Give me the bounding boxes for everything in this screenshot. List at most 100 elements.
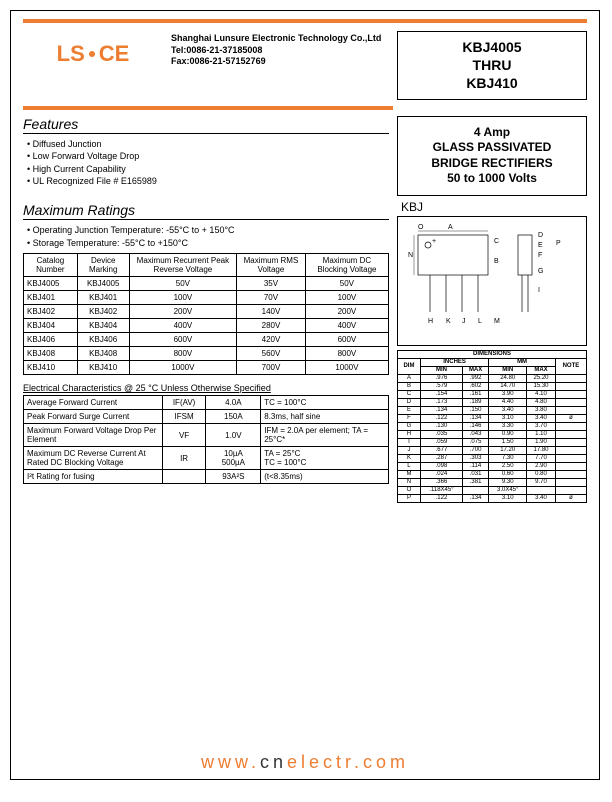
ratings-cell: 100V bbox=[305, 291, 388, 305]
feature-item: UL Recognized File # E165989 bbox=[27, 175, 389, 188]
dim-cell bbox=[555, 478, 586, 486]
dim-cell: .134 bbox=[462, 494, 488, 502]
dimensions-table: DIMENSIONSDIMINCHESMMNOTEMINMAXMINMAXA.9… bbox=[397, 350, 587, 503]
ec-param: Maximum Forward Voltage Drop Per Element bbox=[24, 424, 163, 447]
dim-cell: .146 bbox=[462, 422, 488, 430]
dim-cell: G bbox=[398, 422, 421, 430]
dim-cell bbox=[555, 382, 586, 390]
table-row: H.035.0430.901.10 bbox=[398, 430, 587, 438]
ec-condition: (t<8.35ms) bbox=[261, 470, 389, 484]
ratings-cell: 420V bbox=[237, 333, 306, 347]
ratings-header: Maximum Recurrent Peak Reverse Voltage bbox=[129, 254, 236, 277]
ratings-cell: 560V bbox=[237, 347, 306, 361]
ec-value: 4.0A bbox=[206, 396, 261, 410]
ratings-cell: 1000V bbox=[305, 361, 388, 375]
title-box: KBJ4005 THRU KBJ410 bbox=[397, 31, 587, 100]
ec-param: Peak Forward Surge Current bbox=[24, 410, 163, 424]
footer-suffix: electr.com bbox=[287, 752, 409, 772]
dim-cell: 9.70 bbox=[527, 478, 556, 486]
ec-condition: 8.3ms, half sine bbox=[261, 410, 389, 424]
dim-cell: .992 bbox=[462, 374, 488, 382]
ratings-cell: 100V bbox=[129, 291, 236, 305]
dim-cell: M bbox=[398, 470, 421, 478]
title-line1: KBJ4005 bbox=[402, 38, 582, 56]
dim-cell: 24.80 bbox=[489, 374, 527, 382]
ratings-cell: 50V bbox=[305, 277, 388, 291]
table-row: KBJ404KBJ404400V280V400V bbox=[24, 319, 389, 333]
ec-symbol: IR bbox=[162, 447, 206, 470]
ratings-cell: 600V bbox=[129, 333, 236, 347]
table-row: A.976.99224.8025.20 bbox=[398, 374, 587, 382]
footer-prefix: www. bbox=[201, 752, 260, 772]
ratings-cell: KBJ404 bbox=[77, 319, 129, 333]
dim-cell: 3.30 bbox=[489, 422, 527, 430]
dim-cell: .700 bbox=[462, 446, 488, 454]
dim-cell: .579 bbox=[420, 382, 462, 390]
dim-cell: J bbox=[398, 446, 421, 454]
dim-cell bbox=[555, 454, 586, 462]
dim-cell: .303 bbox=[462, 454, 488, 462]
dim-cell: O bbox=[398, 486, 421, 494]
ratings-cell: KBJ410 bbox=[77, 361, 129, 375]
dim-cell: 3.10 bbox=[489, 494, 527, 502]
dim-cell: .035 bbox=[420, 430, 462, 438]
dim-unit-header: MM bbox=[489, 358, 556, 366]
title-line2: THRU bbox=[402, 56, 582, 74]
dim-cell: .031 bbox=[462, 470, 488, 478]
table-row: Maximum Forward Voltage Drop Per Element… bbox=[24, 424, 389, 447]
dim-cell: A bbox=[398, 374, 421, 382]
dim-cell: 4.40 bbox=[489, 398, 527, 406]
footer-mid: cn bbox=[260, 752, 287, 772]
svg-text:O: O bbox=[418, 224, 424, 231]
ratings-cell: KBJ4005 bbox=[77, 277, 129, 291]
header-row: LS CE Shanghai Lunsure Electronic Techno… bbox=[23, 31, 587, 100]
dim-sub-header: MAX bbox=[462, 366, 488, 374]
table-row: D.173.1894.404.80 bbox=[398, 398, 587, 406]
ratings-cell: KBJ406 bbox=[24, 333, 78, 347]
logo-right: CE bbox=[99, 41, 130, 67]
main-content: Features Diffused JunctionLow Forward Vo… bbox=[23, 116, 587, 503]
dim-cell bbox=[555, 390, 586, 398]
ratings-cell: 600V bbox=[305, 333, 388, 347]
dim-cell: P bbox=[398, 494, 421, 502]
datasheet-page: LS CE Shanghai Lunsure Electronic Techno… bbox=[10, 10, 600, 780]
company-name: Shanghai Lunsure Electronic Technology C… bbox=[171, 33, 389, 45]
dim-cell: .043 bbox=[462, 430, 488, 438]
svg-text:L: L bbox=[478, 318, 482, 325]
dim-cell: 7.70 bbox=[527, 454, 556, 462]
feature-item: Low Forward Voltage Drop bbox=[27, 150, 389, 163]
ratings-cell: 200V bbox=[305, 305, 388, 319]
ratings-header: Device Marking bbox=[77, 254, 129, 277]
table-row: B.579.60214.7015.30 bbox=[398, 382, 587, 390]
table-row: Average Forward CurrentIF(AV)4.0ATC = 10… bbox=[24, 396, 389, 410]
dim-cell bbox=[555, 462, 586, 470]
svg-text:I: I bbox=[538, 287, 540, 294]
dim-cell: D bbox=[398, 398, 421, 406]
svg-text:C: C bbox=[494, 238, 499, 245]
ec-condition: TA = 25°C TC = 100°C bbox=[261, 447, 389, 470]
svg-text:A: A bbox=[448, 224, 453, 231]
svg-text:E: E bbox=[538, 242, 543, 249]
table-row: KBJ408KBJ408800V560V800V bbox=[24, 347, 389, 361]
dim-cell: .122 bbox=[420, 494, 462, 502]
dim-col: DIM bbox=[398, 358, 421, 374]
ratings-cell: 1000V bbox=[129, 361, 236, 375]
logo-left: LS bbox=[57, 41, 85, 67]
dim-cell: .024 bbox=[420, 470, 462, 478]
dim-cell: H bbox=[398, 430, 421, 438]
svg-text:K: K bbox=[446, 318, 451, 325]
table-row: E.134.1503.403.80 bbox=[398, 406, 587, 414]
logo: LS CE bbox=[23, 31, 163, 77]
dim-cell: K bbox=[398, 454, 421, 462]
dim-cell: .075 bbox=[462, 438, 488, 446]
dim-cell bbox=[555, 446, 586, 454]
ratings-notes: Operating Junction Temperature: -55°C to… bbox=[23, 224, 389, 249]
table-row: I²t Rating for fusing93A²S(t<8.35ms) bbox=[24, 470, 389, 484]
top-accent-bar bbox=[23, 19, 587, 23]
dim-cell: .381 bbox=[462, 478, 488, 486]
dim-note-header: NOTE bbox=[555, 358, 586, 374]
desc-line1: 4 Amp bbox=[402, 125, 582, 141]
table-row: K.287.3037.307.70 bbox=[398, 454, 587, 462]
table-row: G.130.1463.303.70 bbox=[398, 422, 587, 430]
table-row: KBJ410KBJ4101000V700V1000V bbox=[24, 361, 389, 375]
